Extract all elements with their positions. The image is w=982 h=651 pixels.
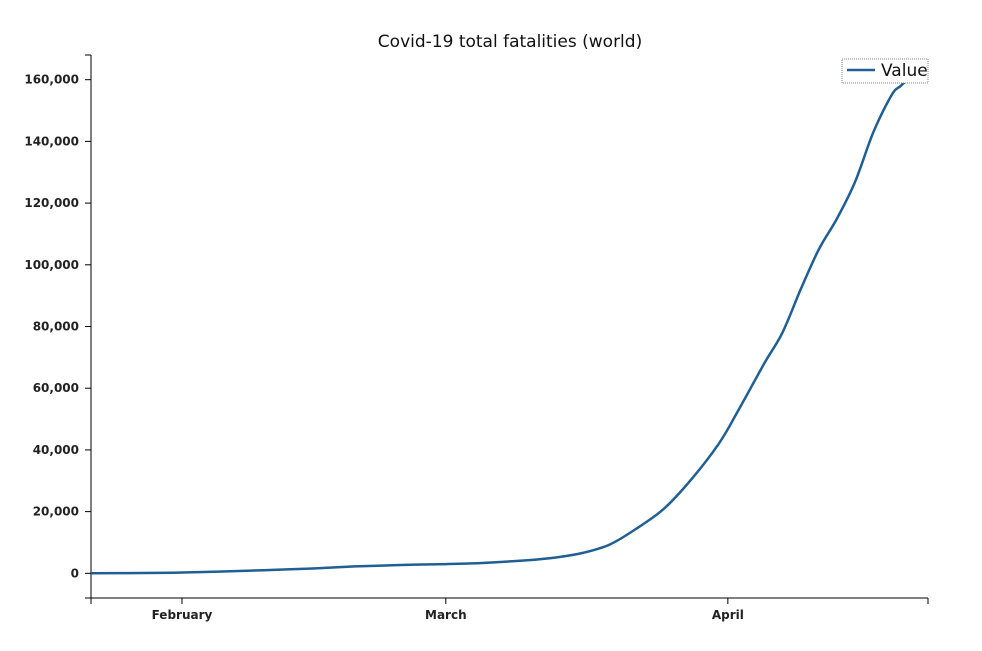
- chart-title: Covid-19 total fatalities (world): [378, 32, 642, 52]
- y-tick-label: 140,000: [24, 134, 79, 148]
- legend-label-value: Value: [881, 61, 928, 81]
- plot-area: [90, 77, 911, 575]
- axes: 0 20,000 40,000 60,000 80,000 100,000 120,000 1…: [24, 54, 929, 622]
- x-tick-label: February: [152, 608, 213, 622]
- y-tick-label: 0: [71, 566, 79, 580]
- x-tick-label: March: [425, 608, 467, 622]
- y-tick-label: 160,000: [24, 73, 79, 87]
- y-tick-label: 40,000: [33, 443, 79, 457]
- x-tick-label: April: [712, 608, 744, 622]
- y-tick-label: 100,000: [24, 258, 79, 272]
- y-tick-label: 20,000: [33, 505, 79, 519]
- y-tick-label: 80,000: [33, 320, 79, 334]
- legend: Value: [841, 58, 929, 84]
- y-tick-label: 60,000: [33, 381, 79, 395]
- legend-frame: [841, 58, 929, 84]
- series-line-value: [90, 77, 911, 575]
- y-tick-label: 120,000: [24, 196, 79, 210]
